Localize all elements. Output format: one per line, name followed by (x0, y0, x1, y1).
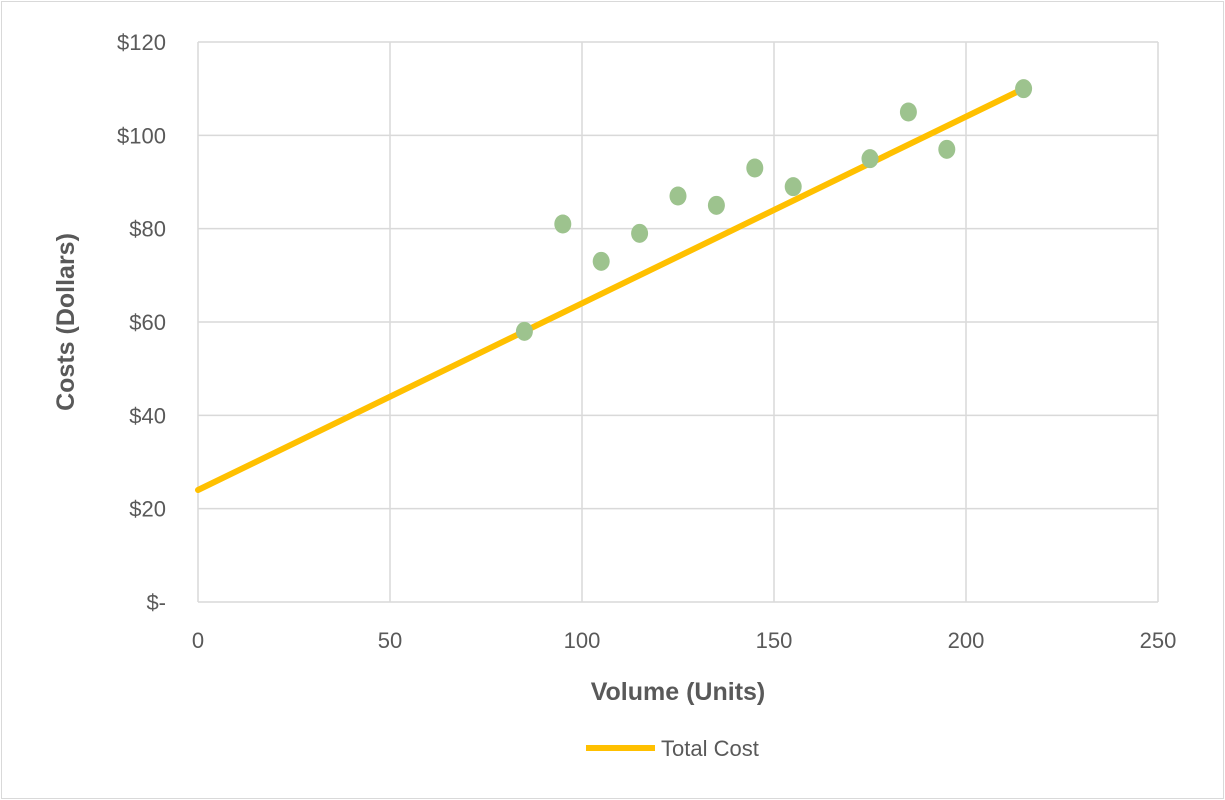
x-tick-label: 0 (192, 628, 204, 653)
y-tick-label: $- (146, 590, 166, 615)
x-tick-label: 100 (564, 628, 601, 653)
y-tick-label: $40 (129, 403, 166, 428)
legend-label-total-cost: Total Cost (661, 736, 759, 761)
series-lines (195, 85, 1027, 493)
y-tick-labels: $- $20 $40 $60 $80 $100 $120 (117, 30, 166, 615)
data-point (631, 223, 649, 243)
y-tick-label: $80 (129, 217, 166, 242)
data-points (515, 79, 1033, 341)
data-point (554, 214, 572, 234)
y-tick-label: $60 (129, 310, 166, 335)
x-tick-labels: 0 50 100 150 200 250 (192, 628, 1176, 653)
data-point (784, 177, 802, 197)
data-point (1015, 79, 1033, 99)
data-point (938, 139, 956, 159)
legend: Total Cost (586, 736, 759, 761)
data-point (592, 251, 610, 271)
x-tick-label: 150 (756, 628, 793, 653)
y-tick-label: $100 (117, 123, 166, 148)
data-point (515, 321, 533, 341)
gridlines (197, 41, 1159, 603)
x-axis-title: Volume (Units) (591, 678, 766, 706)
x-tick-label: 50 (378, 628, 402, 653)
data-point (669, 186, 687, 206)
y-axis-title: Costs (Dollars) (52, 233, 80, 411)
data-point (746, 158, 764, 178)
data-point (861, 149, 879, 169)
data-point (899, 102, 917, 122)
y-tick-label: $120 (117, 30, 166, 55)
total-cost-line (195, 85, 1027, 493)
y-tick-label: $20 (129, 497, 166, 522)
x-tick-label: 200 (948, 628, 985, 653)
data-point (707, 195, 725, 215)
x-tick-label: 250 (1140, 628, 1177, 653)
